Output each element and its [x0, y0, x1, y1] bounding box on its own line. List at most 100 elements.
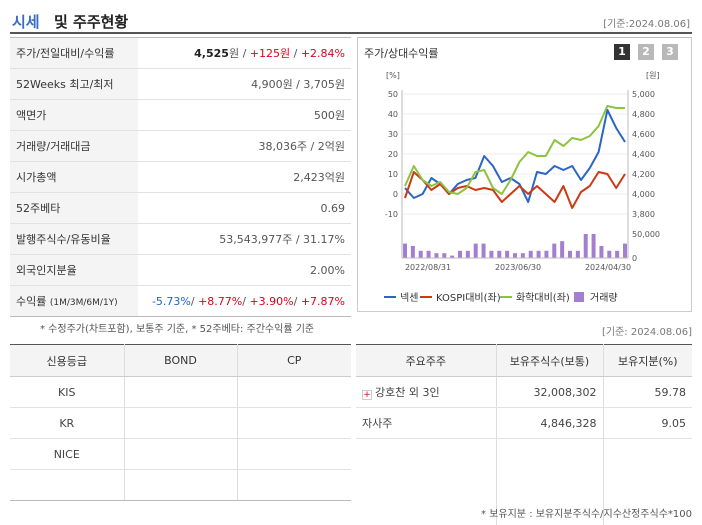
summary-label: 시가총액 — [10, 161, 138, 193]
volume-bar — [513, 253, 517, 258]
left-tick-label: 30 — [388, 130, 398, 139]
bond-grade — [124, 376, 238, 408]
summary-label: 외국인지분율 — [10, 254, 138, 286]
agency-name: KIS — [10, 376, 125, 408]
table-row: KR — [10, 407, 351, 439]
credit-header: 신용등급 — [10, 344, 125, 377]
bond-grade — [124, 407, 238, 439]
chart-title: 주가/상대수익률 — [364, 47, 439, 60]
summary-row: 주가/전일대비/수익률 4,525원 / +125원 / +2.84% — [10, 37, 351, 69]
footnote-left: * 수정주가(차트포함), 보통주 기준, * 52주베타: 주간수익률 기준 — [40, 324, 315, 335]
summary-label: 52Weeks 최고/최저 — [10, 68, 138, 100]
chart-page-1-button[interactable]: 1 — [614, 44, 630, 60]
table-row — [10, 469, 351, 501]
chart-page-2-button[interactable]: 2 — [638, 44, 654, 60]
volume-bar — [575, 250, 580, 258]
table-row: 자사주 4,846,328 9.05 — [356, 407, 692, 439]
holder-name: 자사주 — [356, 407, 497, 439]
volume-bar — [418, 250, 423, 258]
x-tick-label: 2022/08/31 — [405, 263, 451, 272]
agency-name: NICE — [10, 438, 125, 470]
price-rate: +2.84% — [300, 47, 345, 60]
left-tick-label: 40 — [388, 110, 398, 119]
legend-swatch — [574, 292, 584, 302]
bond-grade — [124, 469, 238, 501]
legend-label: KOSPI대비(좌) — [436, 292, 501, 304]
price-chart: [%] [원] 50 40 30 20 10 0 -10 5,000 4,800 4,600 4,400… — [384, 71, 660, 304]
summary-label: 주가/전일대비/수익률 — [10, 37, 138, 69]
holder-header: 주요주주 — [356, 344, 497, 377]
volume-bar — [410, 246, 415, 258]
volume-bar — [615, 250, 620, 258]
summary-value: 53,543,977주 / 31.17% — [138, 223, 351, 255]
holder-shares: 4,846,328 — [496, 407, 604, 439]
title-text: 및 주주현황 — [54, 13, 129, 31]
summary-value: 0.69 — [138, 192, 351, 224]
legend-label: 거래량 — [590, 292, 618, 304]
table-row: KIS — [10, 376, 351, 408]
summary-label: 발행주식수/유동비율 — [10, 223, 138, 255]
cp-grade — [237, 469, 351, 501]
right-tick-label: 4,000 — [632, 190, 655, 199]
volume-bar — [434, 253, 439, 258]
right-tick-label: 3,800 — [632, 210, 655, 219]
price-value: 4,525 — [194, 47, 229, 60]
volume-bar — [403, 243, 407, 258]
holder-pct: 59.78 — [603, 376, 692, 408]
summary-label: 거래량/거래대금 — [10, 130, 138, 162]
return-1y: +7.87% — [300, 294, 345, 308]
summary-row: 수익률 (1M/3M/6M/1Y) -5.73%/ +8.77%/ +3.90%… — [10, 285, 351, 317]
volume-bar — [489, 250, 494, 258]
volume-bar — [599, 246, 604, 258]
summary-value: 38,036주 / 2억원 — [138, 130, 351, 162]
holder-shares: 32,008,302 — [496, 376, 604, 408]
left-tick-label: 20 — [388, 150, 398, 159]
table-row — [356, 438, 692, 525]
chart-panel: 주가/상대수익률 1 2 3 [%] [원] 50 40 30 20 10 0 -10 5,000… — [357, 37, 692, 312]
summary-value: 2,423억원 — [138, 161, 351, 193]
price-change: +125원 — [249, 47, 291, 60]
base-date: [기준:2024.08.06] — [603, 19, 690, 30]
volume-bar — [552, 243, 557, 258]
holder-header: 보유주식수(보통) — [496, 344, 604, 377]
summary-row: 52Weeks 최고/최저 4,900원 / 3,705원 — [10, 68, 351, 100]
x-tick-label: 2024/04/30 — [585, 263, 631, 272]
volume-tick-label: 0 — [632, 254, 637, 263]
right-tick-label: 4,200 — [632, 170, 655, 179]
credit-header: CP — [237, 344, 351, 377]
legend-label: 화학대비(좌) — [516, 292, 570, 304]
volume-bar — [528, 250, 533, 258]
volume-bar — [520, 253, 525, 258]
volume-bar — [536, 250, 541, 258]
cp-grade — [237, 376, 351, 408]
right-tick-label: 4,400 — [632, 150, 655, 159]
chart-page-3-button[interactable]: 3 — [662, 44, 678, 60]
major-shareholders-table: 주요주주 보유주식수(보통) 보유지분(%) + 강호찬 외 3인 32,008,… — [356, 344, 692, 525]
agency-name: KR — [10, 407, 125, 439]
return-1m: -5.73% — [151, 294, 191, 308]
holders-note: * 보유지분 : 보유지분주식수/지수산정주식수*100 — [481, 509, 692, 520]
return-6m: +3.90% — [249, 294, 294, 308]
left-tick-label: 50 — [388, 90, 398, 99]
right-axis-unit: [원] — [646, 71, 660, 80]
table-row: + 강호찬 외 3인 32,008,302 59.78 — [356, 376, 692, 408]
volume-bar — [442, 253, 447, 258]
left-tick-label: 0 — [393, 190, 398, 199]
volume-bar — [568, 250, 572, 258]
cp-grade — [237, 407, 351, 439]
volume-tick-label: 50,000 — [632, 230, 660, 239]
footnote-right: [기준: 2024.08.06] — [601, 327, 692, 338]
summary-value: 500원 — [138, 99, 351, 131]
legend-label: 넥센 — [400, 292, 418, 304]
summary-row: 시가총액 2,423억원 — [10, 161, 351, 193]
summary-row: 거래량/거래대금 38,036주 / 2억원 — [10, 130, 351, 162]
volume-bar — [426, 250, 431, 258]
right-tick-label: 5,000 — [632, 90, 655, 99]
expand-plus-icon[interactable]: + — [362, 390, 372, 400]
volume-bar — [505, 250, 510, 258]
x-tick-label: 2023/06/30 — [495, 263, 541, 272]
summary-label: 수익률 — [16, 295, 47, 308]
volume-bar — [481, 243, 486, 258]
volume-bar — [544, 250, 549, 258]
series-line — [404, 109, 626, 203]
